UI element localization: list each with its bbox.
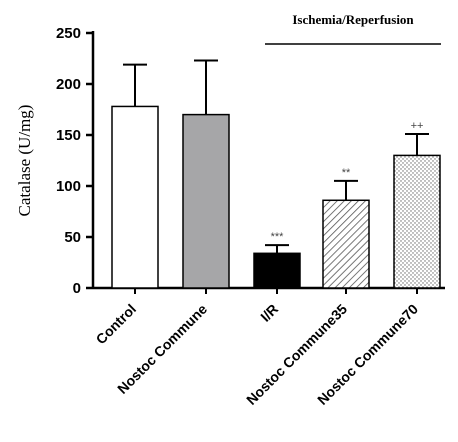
group-label: Ischemia/Reperfusion [292, 12, 414, 27]
bar [322, 199, 370, 289]
y-tick-label: 50 [64, 229, 81, 246]
bars-group [111, 59, 441, 289]
significance-label: *** [271, 231, 285, 243]
significance-label: ++ [411, 120, 424, 132]
y-tick-label: 200 [56, 76, 81, 93]
significance-label: ** [342, 167, 351, 179]
bar [111, 105, 159, 289]
y-axis-label: Catalase (U/mg) [15, 105, 34, 217]
y-tick-label: 150 [56, 127, 81, 144]
bar [253, 252, 301, 289]
bar [182, 113, 230, 289]
x-category-label: I/R [257, 301, 281, 325]
y-tick-label: 250 [56, 25, 81, 42]
x-category-label: Control [93, 301, 140, 348]
y-tick-label: 0 [73, 280, 81, 297]
bar [393, 154, 441, 289]
y-tick-label: 100 [56, 178, 81, 195]
